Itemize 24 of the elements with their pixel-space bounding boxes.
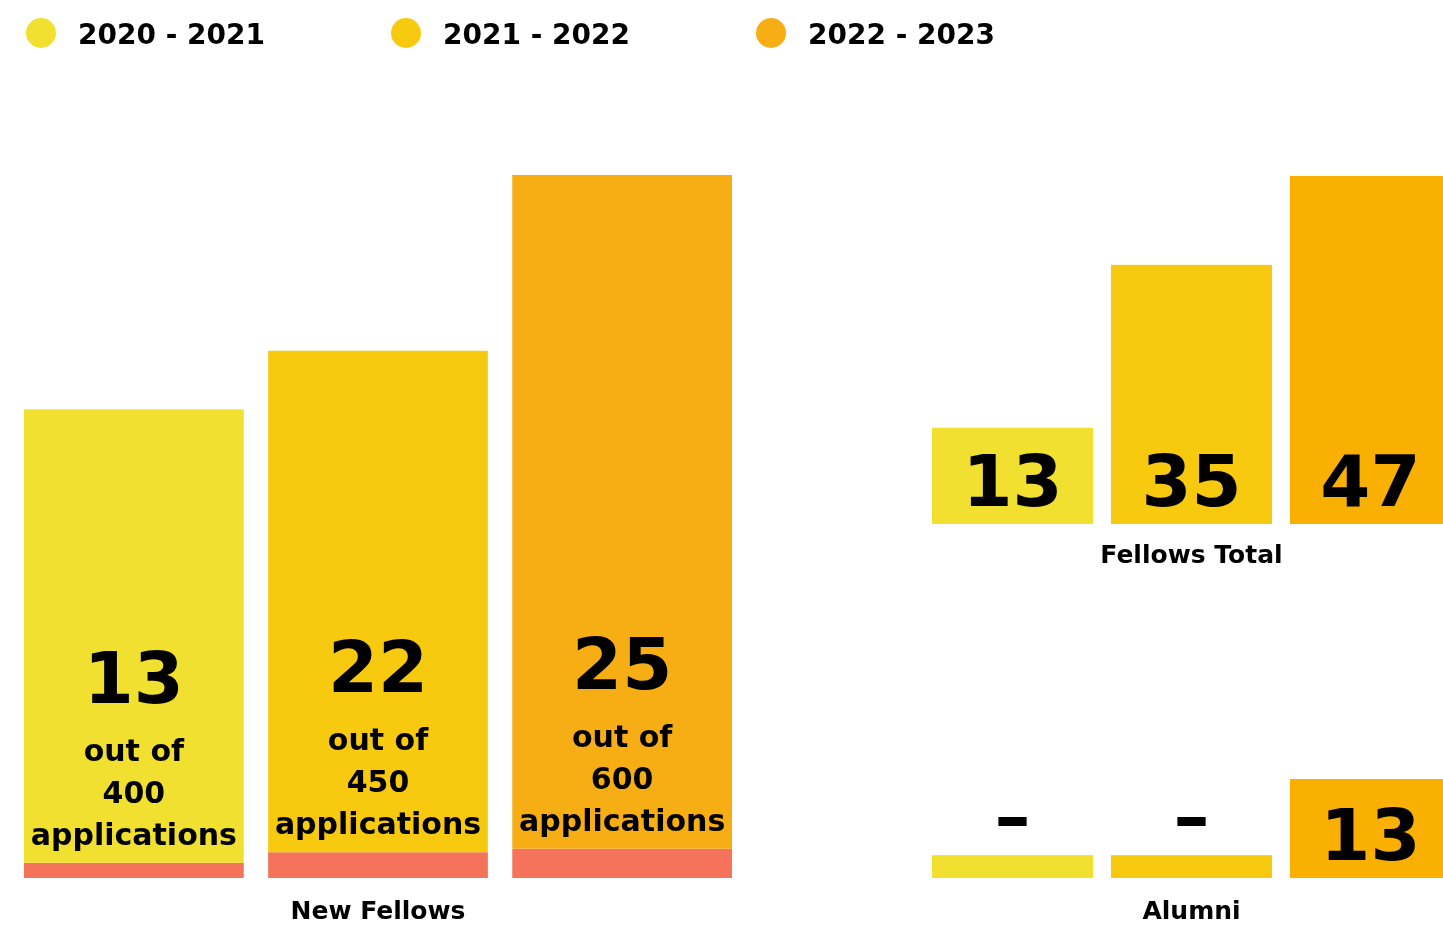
- legend-label: 2021 - 2022: [443, 18, 630, 51]
- bar: [24, 409, 244, 863]
- data-label: 22: [327, 625, 429, 710]
- data-label: 13: [962, 439, 1063, 523]
- legend-label: 2022 - 2023: [808, 18, 995, 51]
- bar: [268, 852, 488, 878]
- data-label: 35: [1141, 439, 1242, 523]
- data-label: 13: [1320, 793, 1421, 877]
- data-label: out of 450 applications: [274, 722, 482, 842]
- data-label: 47: [1320, 439, 1421, 523]
- data-label: –: [1173, 774, 1210, 859]
- data-label: 13: [83, 635, 184, 720]
- data-label: out of 600 applications: [519, 718, 726, 838]
- data-label: out of 400 applications: [30, 732, 237, 852]
- bar: [512, 848, 732, 878]
- data-label: 25: [572, 621, 673, 706]
- x-axis-title: Fellows Total: [1100, 540, 1283, 569]
- x-axis-title: Alumni: [1142, 896, 1241, 925]
- bar: [24, 862, 244, 878]
- legend-label: 2020 - 2021: [78, 18, 265, 51]
- data-label: –: [994, 774, 1031, 859]
- bar: [268, 350, 488, 853]
- bar: [512, 175, 732, 849]
- x-axis-title: New Fellows: [290, 896, 466, 925]
